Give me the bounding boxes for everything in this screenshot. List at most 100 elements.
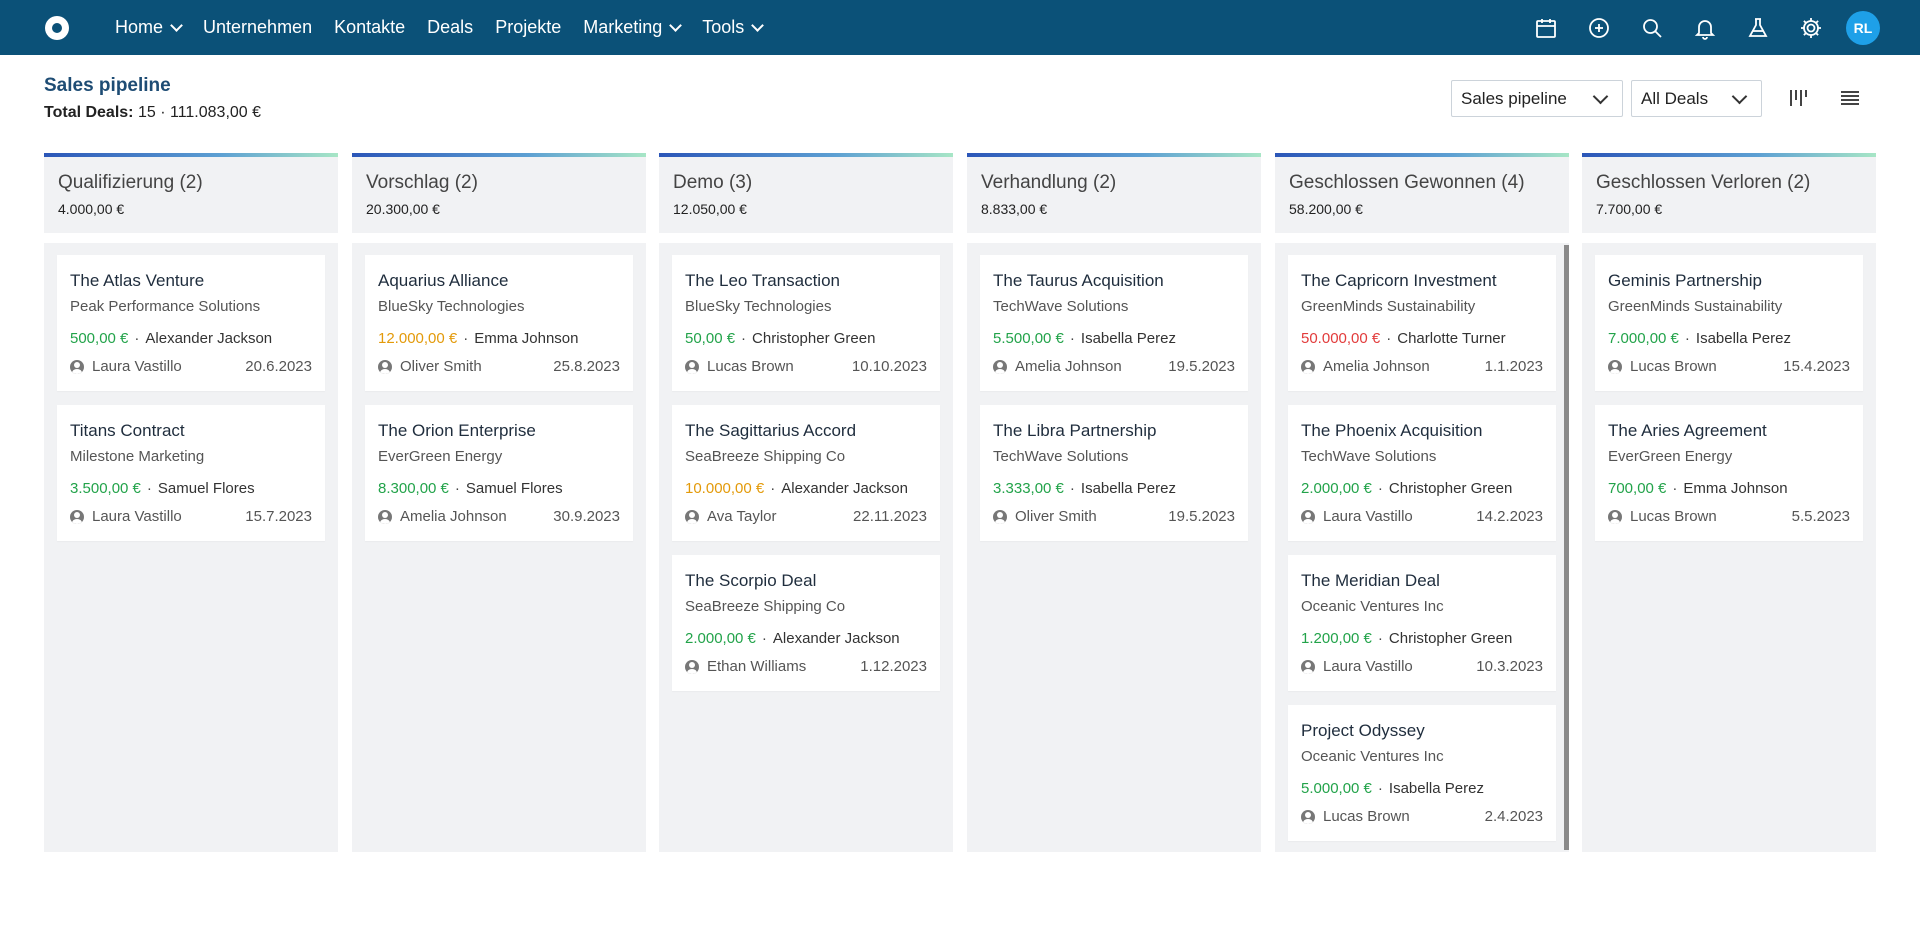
deal-title[interactable]: The Aries Agreement [1608, 421, 1767, 440]
deal-card[interactable]: The Atlas Venture Peak Performance Soluti… [57, 255, 325, 391]
deal-card[interactable]: The Leo Transaction BlueSky Technologies 5… [672, 255, 940, 391]
deal-card[interactable]: Project Odyssey Oceanic Ventures Inc 5.000… [1288, 705, 1556, 841]
gear-icon[interactable] [1798, 15, 1824, 41]
deal-amount-row: 7.000,00 € · Isabella Perez [1608, 330, 1791, 347]
separator-dot: · [1377, 630, 1383, 647]
page-title: Sales pipeline [44, 75, 171, 96]
column-header: Verhandlung (2) 8.833,00 € [967, 153, 1261, 233]
deal-card[interactable]: Titans Contract Milestone Marketing 3.500,… [57, 405, 325, 541]
deal-card[interactable]: The Sagittarius Accord SeaBreeze Shipping… [672, 405, 940, 541]
deal-owner: Lucas Brown [1608, 358, 1717, 375]
deal-owner-name: Laura Vastillo [1323, 508, 1413, 525]
bell-icon[interactable] [1692, 15, 1718, 41]
deal-title[interactable]: The Libra Partnership [993, 421, 1157, 440]
deal-amount: 5.500,00 € [993, 330, 1064, 347]
deal-card[interactable]: The Orion Enterprise EverGreen Energy 8.30… [365, 405, 633, 541]
separator-dot: · [1377, 480, 1383, 497]
pipeline-column-demo: Demo (3) 12.050,00 € The Leo Transaction Bl… [659, 153, 953, 852]
deal-title[interactable]: The Capricorn Investment [1301, 271, 1497, 290]
total-deals-label: Total Deals: [44, 104, 134, 121]
pipeline-select[interactable]: Sales pipeline [1451, 80, 1623, 117]
deal-amount-row: 12.000,00 € · Emma Johnson [378, 330, 578, 347]
column-body: The Capricorn Investment GreenMinds Susta… [1275, 243, 1569, 852]
user-icon [993, 359, 1007, 374]
deal-title[interactable]: The Orion Enterprise [378, 421, 536, 440]
deal-card[interactable]: The Taurus Acquisition TechWave Solutions… [980, 255, 1248, 391]
separator-dot: · [454, 480, 460, 497]
deal-amount: 7.000,00 € [1608, 330, 1679, 347]
deal-title[interactable]: The Leo Transaction [685, 271, 840, 290]
deal-amount: 50.000,00 € [1301, 330, 1381, 347]
app-logo-icon[interactable] [45, 16, 69, 40]
deal-title[interactable]: The Taurus Acquisition [993, 271, 1164, 290]
calendar-icon[interactable] [1533, 15, 1559, 41]
deal-title[interactable]: The Scorpio Deal [685, 571, 817, 590]
deal-card[interactable]: The Aries Agreement EverGreen Energy 700,0… [1595, 405, 1863, 541]
deal-card[interactable]: Aquarius Alliance BlueSky Technologies 12.… [365, 255, 633, 391]
deal-contact: Isabella Perez [1080, 480, 1176, 497]
deal-title[interactable]: Titans Contract [70, 421, 185, 440]
deal-amount: 3.333,00 € [993, 480, 1064, 497]
nav-item-home[interactable]: Home [115, 17, 183, 38]
list-view-icon[interactable] [1838, 86, 1862, 110]
deal-owner-name: Lucas Brown [1323, 808, 1410, 825]
pipeline-column-vorschlag: Vorschlag (2) 20.300,00 € Aquarius Allianc… [352, 153, 646, 852]
column-scrollbar[interactable] [1564, 245, 1569, 850]
deal-title[interactable]: The Phoenix Acquisition [1301, 421, 1483, 440]
deal-amount-row: 2.000,00 € · Christopher Green [1301, 480, 1512, 497]
deal-card[interactable]: The Meridian Deal Oceanic Ventures Inc 1.2… [1288, 555, 1556, 691]
deal-date: 14.2.2023 [1476, 508, 1543, 525]
nav-item-kontakte[interactable]: Kontakte [334, 17, 405, 38]
deal-owner: Oliver Smith [378, 358, 482, 375]
deal-contact: Christopher Green [1388, 630, 1513, 647]
deal-title[interactable]: The Sagittarius Accord [685, 421, 857, 440]
deal-title[interactable]: The Meridian Deal [1301, 571, 1440, 590]
deal-amount: 12.000,00 € [378, 330, 458, 347]
deal-owner: Lucas Brown [685, 358, 794, 375]
deal-title[interactable]: Geminis Partnership [1608, 271, 1763, 290]
column-sum: 7.700,00 € [1596, 201, 1663, 217]
nav-item-unternehmen[interactable]: Unternehmen [203, 17, 312, 38]
deal-amount-row: 8.300,00 € · Samuel Flores [378, 480, 563, 497]
user-avatar[interactable]: RL [1846, 10, 1880, 45]
column-body: The Taurus Acquisition TechWave Solutions… [967, 243, 1261, 852]
deal-owner: Lucas Brown [1301, 808, 1410, 825]
deal-card[interactable]: The Scorpio Deal SeaBreeze Shipping Co 2.0… [672, 555, 940, 691]
main-nav: Home Unternehmen Kontakte Deals Projekte… [115, 0, 784, 55]
column-title: Qualifizierung (2) [58, 172, 203, 193]
deal-title[interactable]: The Atlas Venture [70, 271, 205, 290]
column-header: Vorschlag (2) 20.300,00 € [352, 153, 646, 233]
deal-contact: Alexander Jackson [781, 480, 908, 497]
deal-date: 1.12.2023 [860, 658, 927, 675]
nav-item-marketing[interactable]: Marketing [583, 17, 683, 38]
deal-contact: Christopher Green [1388, 480, 1513, 497]
add-circle-icon[interactable] [1586, 15, 1612, 41]
deal-title[interactable]: Project Odyssey [1301, 721, 1425, 740]
deal-card[interactable]: The Libra Partnership TechWave Solutions 3… [980, 405, 1248, 541]
search-icon[interactable] [1639, 15, 1665, 41]
deal-owner-name: Amelia Johnson [400, 508, 507, 525]
nav-item-deals[interactable]: Deals [427, 17, 473, 38]
chevron-down-icon [751, 18, 765, 32]
user-icon [685, 509, 699, 524]
deal-card[interactable]: Geminis Partnership GreenMinds Sustainabi… [1595, 255, 1863, 391]
deal-company: SeaBreeze Shipping Co [685, 448, 846, 465]
deal-title[interactable]: Aquarius Alliance [378, 271, 509, 290]
nav-item-tools[interactable]: Tools [702, 17, 765, 38]
deal-owner-name: Amelia Johnson [1015, 358, 1122, 375]
deal-card[interactable]: The Phoenix Acquisition TechWave Solution… [1288, 405, 1556, 541]
pipeline-select-value: Sales pipeline [1461, 88, 1567, 108]
deals-filter-select[interactable]: All Deals [1631, 80, 1762, 117]
column-body: The Leo Transaction BlueSky Technologies 5… [659, 243, 953, 852]
deal-company: TechWave Solutions [1301, 448, 1437, 465]
flask-icon[interactable] [1745, 15, 1771, 41]
user-icon [1301, 809, 1315, 824]
nav-item-projekte[interactable]: Projekte [495, 17, 561, 38]
total-deals-count: 15 [137, 104, 156, 121]
deal-contact: Alexander Jackson [772, 630, 900, 647]
deal-amount-row: 2.000,00 € · Alexander Jackson [685, 630, 900, 647]
deal-card[interactable]: The Capricorn Investment GreenMinds Susta… [1288, 255, 1556, 391]
pipeline-column-qualifizierung: Qualifizierung (2) 4.000,00 € The Atlas Ve… [44, 153, 338, 852]
deal-amount-row: 3.333,00 € · Isabella Perez [993, 480, 1176, 497]
kanban-view-icon[interactable] [1786, 86, 1810, 110]
